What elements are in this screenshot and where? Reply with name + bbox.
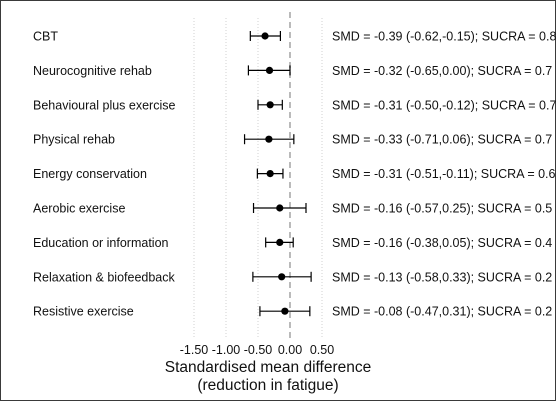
row-label: Energy conservation bbox=[33, 167, 147, 181]
x-tick-label: -1.00 bbox=[212, 343, 241, 357]
row-annotation: SMD = -0.13 (-0.58,0.33); SUCRA = 0.2 bbox=[332, 270, 552, 284]
row-7: Education or information SMD = -0.16 (-0.… bbox=[33, 236, 552, 250]
x-tick-label: -1.50 bbox=[180, 343, 209, 357]
x-axis-title-line1: Standardised mean difference bbox=[165, 359, 372, 376]
row-5: Energy conservation SMD = -0.31 (-0.51,-0… bbox=[33, 167, 556, 181]
row-8: Relaxation & biofeedback SMD = -0.13 (-0.… bbox=[33, 270, 552, 284]
row-label: Behavioural plus exercise bbox=[33, 98, 175, 112]
point-estimate bbox=[281, 307, 289, 315]
point-estimate bbox=[278, 273, 286, 281]
x-axis-ticks: -1.50 -1.00 -0.50 0.00 0.50 bbox=[180, 343, 334, 357]
row-label: Neurocognitive rehab bbox=[33, 64, 152, 78]
row-annotation: SMD = -0.33 (-0.71,0.06); SUCRA = 0.7 bbox=[332, 133, 552, 147]
row-annotation: SMD = -0.16 (-0.57,0.25); SUCRA = 0.5 bbox=[332, 202, 552, 216]
row-label: Education or information bbox=[33, 236, 169, 250]
gridlines bbox=[193, 12, 323, 338]
point-estimate bbox=[265, 66, 274, 74]
plot-rows: CBT SMD = -0.39 (-0.62,-0.15); SUCRA = 0.… bbox=[33, 30, 556, 319]
x-tick-label: 0.50 bbox=[310, 343, 334, 357]
point-estimate bbox=[265, 135, 273, 143]
row-annotation: SMD = -0.32 (-0.65,0.00); SUCRA = 0.7 bbox=[332, 64, 552, 78]
row-annotation: SMD = -0.08 (-0.47,0.31); SUCRA = 0.2 bbox=[332, 305, 552, 319]
row-label: Physical rehab bbox=[33, 133, 115, 147]
row-6: Aerobic exercise SMD = -0.16 (-0.57,0.25)… bbox=[33, 202, 552, 216]
row-3: Behavioural plus exercise SMD = -0.31 (-0… bbox=[33, 98, 556, 112]
row-1: CBT SMD = -0.39 (-0.62,-0.15); SUCRA = 0.… bbox=[33, 30, 556, 44]
point-estimate bbox=[276, 204, 284, 212]
row-9: Resistive exercise SMD = -0.08 (-0.47,0.3… bbox=[33, 305, 552, 319]
row-2: Neurocognitive rehab SMD = -0.32 (-0.65,0… bbox=[33, 64, 552, 78]
point-estimate bbox=[261, 32, 269, 40]
x-tick-label: -0.50 bbox=[244, 343, 273, 357]
point-estimate bbox=[266, 170, 274, 178]
point-estimate bbox=[276, 238, 284, 246]
row-label: CBT bbox=[33, 30, 58, 44]
point-estimate bbox=[266, 101, 274, 109]
row-label: Relaxation & biofeedback bbox=[33, 270, 176, 284]
row-label: Resistive exercise bbox=[33, 305, 134, 319]
row-annotation: SMD = -0.16 (-0.38,0.05); SUCRA = 0.4 bbox=[332, 236, 552, 250]
x-tick-label: 0.00 bbox=[278, 343, 302, 357]
row-annotation: SMD = -0.31 (-0.50,-0.12); SUCRA = 0.7 bbox=[332, 98, 556, 112]
row-4: Physical rehab SMD = -0.33 (-0.71,0.06); … bbox=[33, 133, 552, 147]
row-annotation: SMD = -0.31 (-0.51,-0.11); SUCRA = 0.6 bbox=[332, 167, 556, 181]
row-label: Aerobic exercise bbox=[33, 202, 125, 216]
row-annotation: SMD = -0.39 (-0.62,-0.15); SUCRA = 0.8 bbox=[332, 30, 556, 44]
x-axis-title-line2: (reduction in fatigue) bbox=[197, 377, 338, 394]
